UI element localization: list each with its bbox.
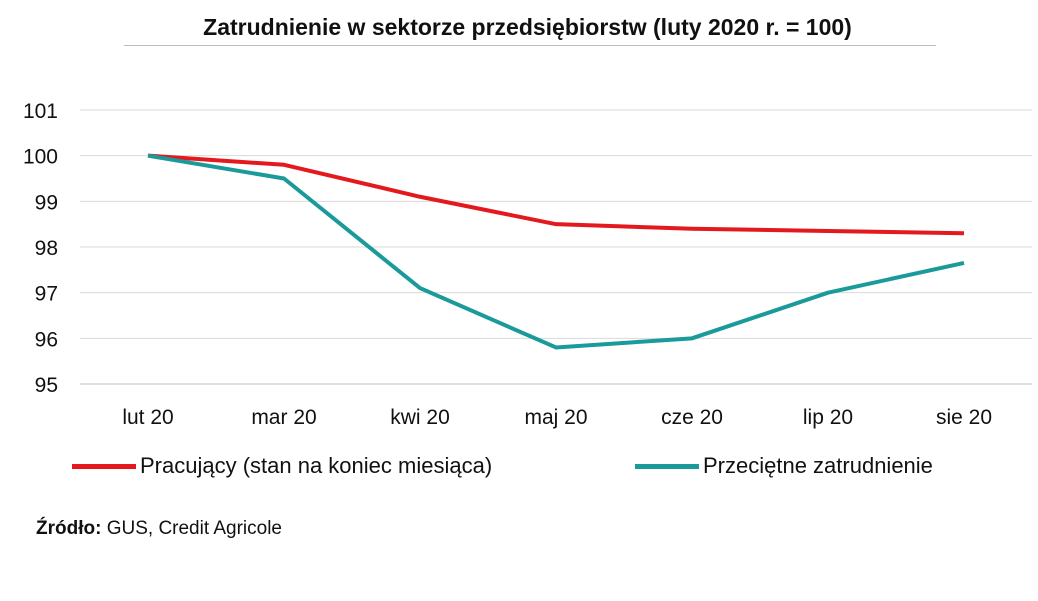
x-tick-label: kwi 20 xyxy=(390,406,450,429)
y-tick-label: 100 xyxy=(23,146,58,169)
y-tick-label: 96 xyxy=(35,328,58,351)
legend-label: Przeciętne zatrudnienie xyxy=(703,453,933,478)
title-underline xyxy=(124,45,936,46)
y-tick-label: 98 xyxy=(35,237,58,260)
legend-swatch xyxy=(72,463,136,469)
x-tick-label: cze 20 xyxy=(661,406,723,429)
source-note: Źródło: GUS, Credit Agricole xyxy=(36,518,282,540)
legend-swatch xyxy=(635,463,699,469)
legend-item-przecietne: Przeciętne zatrudnienie xyxy=(635,453,933,479)
y-tick-label: 95 xyxy=(35,374,58,397)
x-tick-label: lut 20 xyxy=(122,406,173,429)
source-text: GUS, Credit Agricole xyxy=(101,518,283,539)
source-label: Źródło: xyxy=(36,518,102,539)
chart-title: Zatrudnienie w sektorze przedsiębiorstw … xyxy=(203,14,852,40)
x-tick-label: lip 20 xyxy=(803,406,853,429)
y-tick-label: 97 xyxy=(35,283,58,306)
x-tick-label: sie 20 xyxy=(936,406,992,429)
legend-label: Pracujący (stan na koniec miesiąca) xyxy=(140,453,493,478)
series-line-1 xyxy=(147,153,965,350)
x-tick-label: maj 20 xyxy=(524,406,587,429)
legend-item-pracujacy: Pracujący (stan na koniec miesiąca) xyxy=(72,453,492,479)
x-tick-label: mar 20 xyxy=(251,406,316,429)
y-tick-label: 101 xyxy=(23,100,58,123)
series-line-0 xyxy=(147,153,965,236)
y-tick-label: 99 xyxy=(35,191,58,214)
